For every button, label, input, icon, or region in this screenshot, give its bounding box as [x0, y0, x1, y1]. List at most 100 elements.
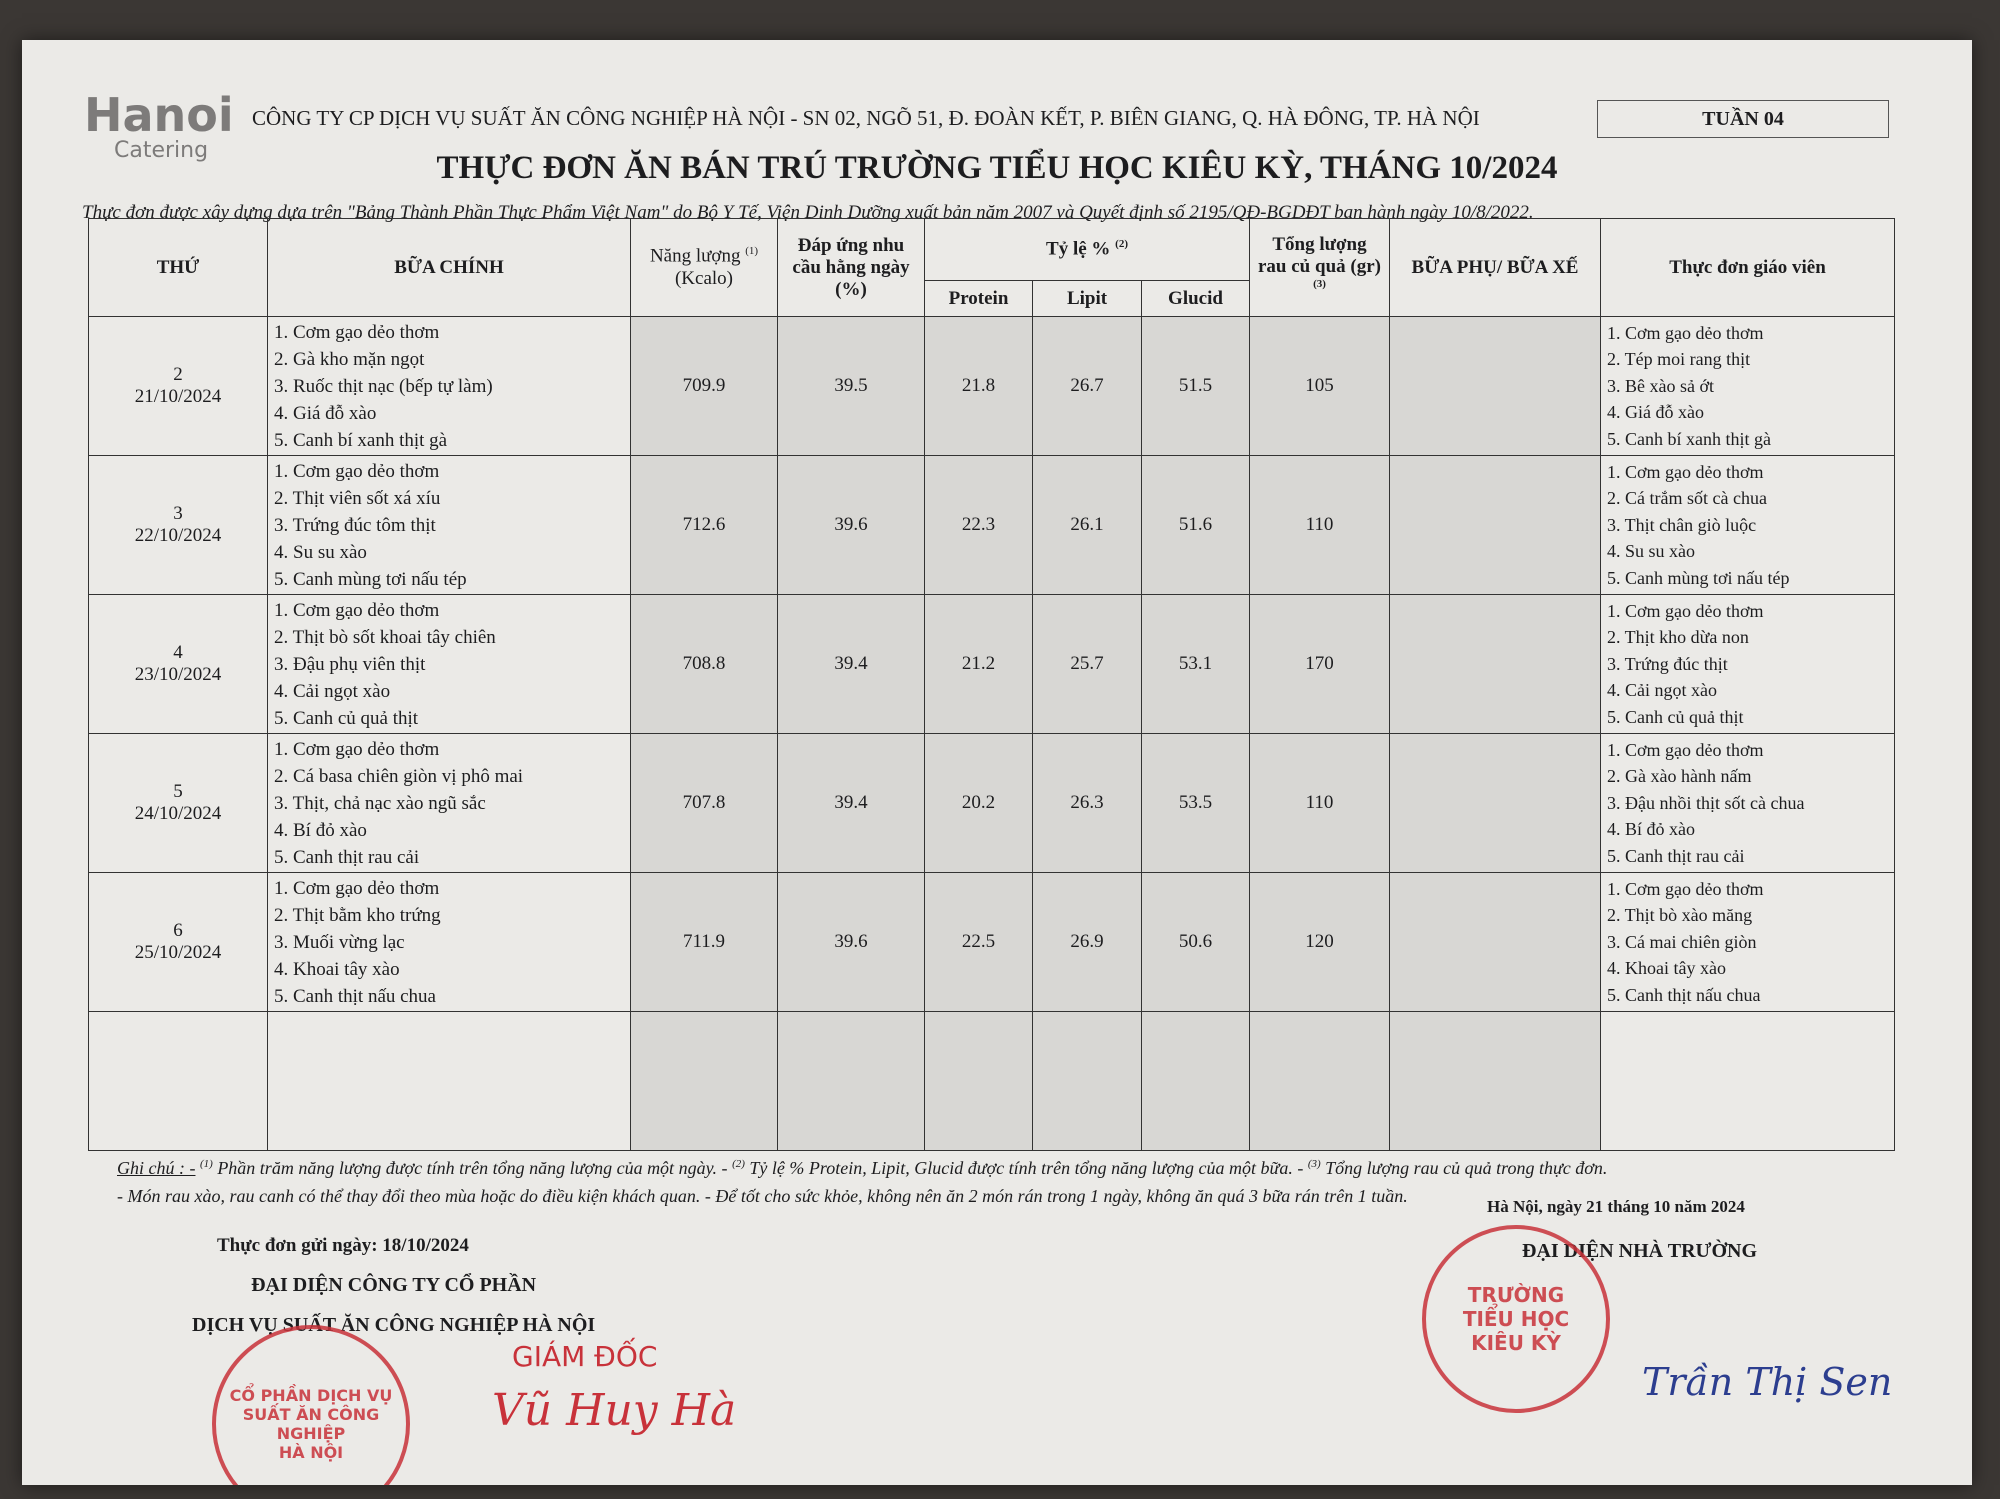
menu-item: 1. Cơm gạo dẻo thơm [1607, 461, 1764, 482]
lipit-cell: 26.3 [1032, 733, 1142, 873]
menu-item: 2. Thịt kho dừa non [1607, 627, 1749, 648]
header-cell: Glucid [1141, 280, 1250, 317]
demand-cell: 39.6 [777, 872, 925, 1012]
snack-cell [1389, 455, 1601, 595]
day: 4 [173, 642, 183, 663]
table-row: 4 23/10/2024 1. Cơm gạo dẻo thơm 2. Thịt bò… [88, 594, 1895, 734]
footnote-mark: (2) [1115, 238, 1128, 251]
menu-item: 3. Ruốc thịt nạc (bếp tự làm) [274, 375, 493, 397]
week: TUẦN 04 [1597, 100, 1889, 138]
table-row: 2 21/10/2024 1. Cơm gạo dẻo thơm 2. Gà kho … [88, 316, 1895, 456]
energy-cell: 709.9 [630, 316, 778, 456]
energy-cell: 712.6 [630, 455, 778, 595]
menu-item: 3. Trứng đúc thịt [1607, 653, 1728, 674]
header-cell: BỮA CHÍNH [267, 218, 631, 317]
menu-item: 1. Cơm gạo dẻo thơm [274, 877, 440, 899]
day-cell: 2 21/10/2024 [88, 316, 268, 456]
table-row: 3 22/10/2024 1. Cơm gạo dẻo thơm 2. Thịt vi… [88, 455, 1895, 595]
menu-item: 1. Cơm gạo dẻo thơm [1607, 322, 1764, 343]
veg-cell: 110 [1249, 455, 1390, 595]
menu-item: 2. Gà xào hành nấm [1607, 766, 1752, 787]
empty-cell [267, 1011, 631, 1151]
teacher-menu-cell: 1. Cơm gạo dẻo thơm 2. Cá trắm sốt cà chu… [1600, 455, 1895, 595]
glucid-cell: 50.6 [1141, 872, 1250, 1012]
date: 22/10/2024 [134, 525, 222, 546]
day-cell: 3 22/10/2024 [88, 455, 268, 595]
menu-item: 5. Canh mùng tơi nấu tép [1607, 567, 1790, 588]
footnote-mark: (3) [1313, 278, 1326, 291]
header-cell: THỨ [88, 218, 268, 317]
stamp-line: HÀ NỘI [278, 1443, 344, 1462]
empty-row [88, 1011, 1895, 1151]
note-text: Tổng lượng rau củ quả trong thực đơn. [1325, 1158, 1608, 1178]
lipit-cell: 25.7 [1032, 594, 1142, 734]
menu-item: 2. Thịt bò xào măng [1607, 905, 1753, 926]
glucid-cell: 53.1 [1141, 594, 1250, 734]
teacher-menu-cell: 1. Cơm gạo dẻo thơm 2. Thịt bò xào măng 3.… [1600, 872, 1895, 1012]
director-title: GIÁM ĐỐC [512, 1340, 658, 1373]
lipit-cell: 26.1 [1032, 455, 1142, 595]
menu-item: 4. Su su xào [1607, 541, 1696, 562]
menu-item: 5. Canh bí xanh thịt gà [274, 429, 448, 451]
notes: Ghi chú : - (1) Phần trăm năng lượng đượ… [117, 1150, 1917, 1210]
menu-item: 3. Trứng đúc tôm thịt [274, 514, 436, 536]
demand-cell: 39.5 [777, 316, 925, 456]
glucid-cell: 51.6 [1141, 455, 1250, 595]
menu-item: 2. Thịt bằm kho trứng [274, 904, 441, 926]
header-cell: Đáp ứng nhu cầu hằng ngày (%) [777, 218, 925, 317]
empty-cell [88, 1011, 268, 1151]
menu-item: 1. Cơm gạo dẻo thơm [274, 738, 440, 760]
menu-item: 4. Bí đỏ xào [1607, 819, 1695, 840]
header-cell: Protein [924, 280, 1033, 317]
protein-cell: 22.3 [924, 455, 1033, 595]
stamp-line: CỔ PHẦN DỊCH VỤ [229, 1386, 393, 1405]
menu-item: 5. Canh bí xanh thịt gà [1607, 428, 1771, 449]
note-text: Phần trăm năng lượng được tính trên tổng… [217, 1158, 728, 1178]
menu-item: 5. Canh mùng tơi nấu tép [274, 568, 467, 590]
menu-item: 2. Cá basa chiên giòn vị phô mai [274, 765, 524, 787]
empty-cell [1600, 1011, 1895, 1151]
day-cell: 4 23/10/2024 [88, 594, 268, 734]
main-menu-cell: 1. Cơm gạo dẻo thơm 2. Gà kho mặn ngọt 3. … [267, 316, 631, 456]
lipit-cell: 26.7 [1032, 316, 1142, 456]
glucid-cell: 53.5 [1141, 733, 1250, 873]
header-cell: Tỷ lệ % (2) [924, 218, 1250, 281]
header-cell: Lipit [1032, 280, 1142, 317]
empty-cell [630, 1011, 778, 1151]
header-text: Tổng lượng rau củ quả (gr) [1258, 234, 1381, 278]
rep-line: DỊCH VỤ SUẤT ĂN CÔNG NGHIỆP HÀ NỘI [192, 1314, 596, 1336]
header-text: Tỷ lệ % [1046, 238, 1111, 260]
menu-item: 5. Canh thịt nấu chua [1607, 984, 1761, 1005]
protein-cell: 21.8 [924, 316, 1033, 456]
lipit-cell: 26.9 [1032, 872, 1142, 1012]
menu-item: 1. Cơm gạo dẻo thơm [1607, 878, 1764, 899]
snack-cell [1389, 594, 1601, 734]
menu-item: 2. Tép moi rang thịt [1607, 349, 1751, 370]
header-cell: BỮA PHỤ/ BỮA XẾ [1389, 218, 1601, 317]
menu-item: 3. Đậu nhồi thịt sốt cà chua [1607, 792, 1805, 813]
glucid-cell: 51.5 [1141, 316, 1250, 456]
menu-item: 3. Thịt, chả nạc xào ngũ sắc [274, 792, 486, 814]
table-row: 5 24/10/2024 1. Cơm gạo dẻo thơm 2. Cá basa… [88, 733, 1895, 873]
menu-item: 2. Thịt bò sốt khoai tây chiên [274, 626, 496, 648]
protein-cell: 20.2 [924, 733, 1033, 873]
menu-item: 2. Cá trắm sốt cà chua [1607, 488, 1767, 509]
menu-item: 4. Khoai tây xào [1607, 958, 1726, 979]
company-stamp: CỔ PHẦN DỊCH VỤ SUẤT ĂN CÔNG NGHIỆP HÀ NỘI [212, 1325, 410, 1485]
menu-item: 4. Su su xào [274, 541, 367, 563]
menu-item: 1. Cơm gạo dẻo thơm [274, 599, 440, 621]
stamp-line: KIÊU KỲ [1471, 1331, 1561, 1355]
company-rep: ĐẠI DIỆN CÔNG TY CỔ PHẦN DỊCH VỤ SUẤT ĂN … [192, 1265, 595, 1345]
rep-line: ĐẠI DIỆN CÔNG TY CỔ PHẦN [251, 1274, 537, 1296]
teacher-menu-cell: 1. Cơm gạo dẻo thơm 2. Tép moi rang thịt 3… [1600, 316, 1895, 456]
menu-item: 2. Thịt viên sốt xá xíu [274, 487, 441, 509]
date: 23/10/2024 [134, 664, 222, 685]
footnote-mark: (1) [199, 1158, 213, 1170]
day: 2 [173, 364, 183, 385]
date: 25/10/2024 [134, 942, 222, 963]
footnote-mark: (1) [745, 245, 759, 258]
company: CÔNG TY CP DỊCH VỤ SUẤT ĂN CÔNG NGHIỆP H… [252, 106, 1480, 130]
protein-cell: 22.5 [924, 872, 1033, 1012]
day: 5 [173, 781, 183, 802]
day: 6 [173, 920, 183, 941]
